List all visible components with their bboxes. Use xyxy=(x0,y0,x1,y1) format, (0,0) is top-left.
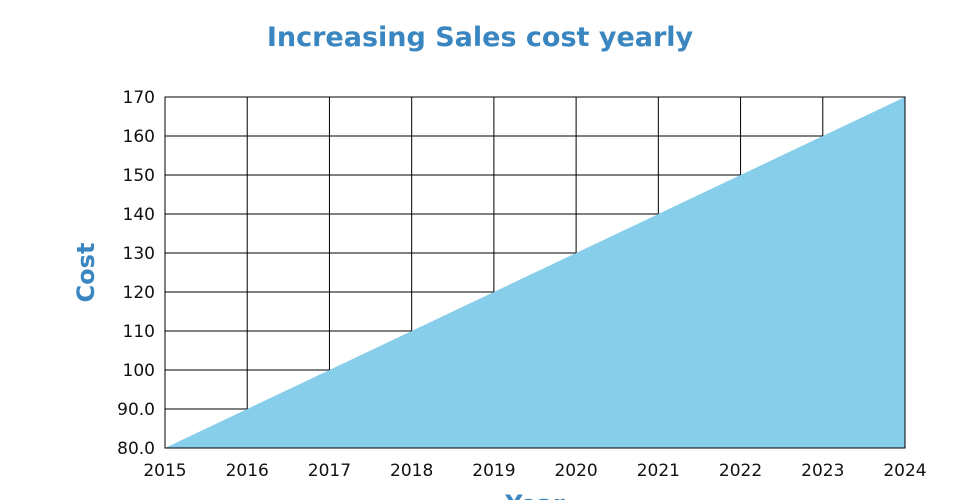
x-tick-label: 2018 xyxy=(390,461,433,481)
y-axis-title: Cost xyxy=(72,243,100,303)
y-tick-label: 140 xyxy=(123,205,155,225)
x-tick-label: 2022 xyxy=(719,461,762,481)
chart-title: Increasing Sales cost yearly xyxy=(266,22,694,53)
y-axis-ticks: 80.0 90.0 100 110 120 130 140 150 160 170 xyxy=(117,88,155,459)
y-tick-label: 120 xyxy=(123,283,155,303)
y-tick-label: 160 xyxy=(123,127,155,147)
x-tick-label: 2023 xyxy=(801,461,844,481)
y-tick-label: 110 xyxy=(123,322,155,342)
y-tick-label: 80.0 xyxy=(117,439,155,459)
x-tick-label: 2015 xyxy=(143,461,186,481)
x-tick-label: 2016 xyxy=(226,461,269,481)
x-tick-label: 2017 xyxy=(308,461,351,481)
x-tick-label: 2020 xyxy=(554,461,597,481)
area-series xyxy=(165,97,905,448)
y-tick-label: 170 xyxy=(123,88,155,108)
plot-frame xyxy=(164,96,906,449)
x-tick-label: 2019 xyxy=(472,461,515,481)
y-tick-label: 130 xyxy=(123,244,155,264)
x-tick-label: 2021 xyxy=(637,461,680,481)
y-tick-label: 150 xyxy=(123,166,155,186)
y-tick-label: 90.0 xyxy=(117,400,155,420)
y-tick-label: 100 xyxy=(123,361,155,381)
area-fill xyxy=(165,97,905,448)
x-tick-label: 2024 xyxy=(883,461,926,481)
x-axis-ticks: 2015 2016 2017 2018 2019 2020 2021 2022 2023 2024 xyxy=(143,461,926,481)
x-axis-title: Year xyxy=(504,490,565,500)
